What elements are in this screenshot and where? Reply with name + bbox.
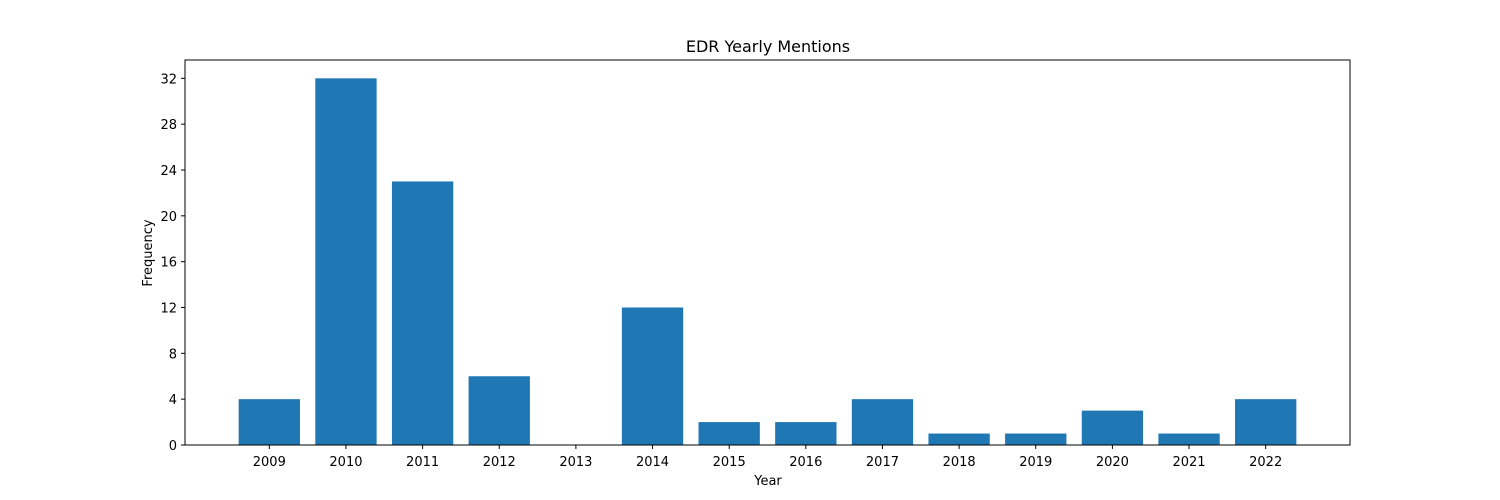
y-tick-label-8: 8 (169, 347, 177, 362)
x-tick-label-2022: 2022 (1249, 455, 1282, 470)
bar-2020 (1081, 410, 1144, 445)
y-axis: 0 4 8 12 16 20 24 28 32 (160, 72, 185, 454)
bar-2012 (468, 376, 530, 445)
bar-2018 (928, 433, 990, 445)
x-tick-label-2017: 2017 (866, 455, 899, 470)
y-tick-label-32: 32 (160, 72, 177, 87)
x-tick-label-2021: 2021 (1172, 455, 1205, 470)
x-tick-label-2012: 2012 (483, 455, 516, 470)
x-tick-label-2019: 2019 (1019, 455, 1052, 470)
bars-group (238, 78, 1297, 446)
chart-title: EDR Yearly Mentions (686, 37, 850, 56)
x-tick-label-2011: 2011 (406, 455, 439, 470)
bar-2019 (1005, 433, 1067, 445)
x-tick-label-2020: 2020 (1096, 455, 1129, 470)
x-tick-label-2013: 2013 (559, 455, 592, 470)
bar-2011 (391, 181, 454, 446)
y-tick-label-16: 16 (160, 256, 177, 271)
bar-2014 (621, 307, 684, 445)
x-tick-label-2016: 2016 (789, 455, 822, 470)
bar-2017 (851, 399, 914, 445)
bar-2022 (1235, 399, 1297, 445)
bar-2009 (238, 399, 300, 445)
x-axis-label: Year (753, 474, 782, 489)
bar-2010 (315, 78, 377, 445)
x-tick-label-2014: 2014 (636, 455, 669, 470)
y-axis-label: Frequency (141, 219, 156, 286)
bar-2016 (775, 422, 837, 445)
y-tick-label-12: 12 (160, 302, 177, 317)
x-tick-label-2009: 2009 (253, 455, 286, 470)
y-tick-label-20: 20 (160, 210, 177, 225)
x-tick-label-2015: 2015 (713, 455, 746, 470)
x-tick-label-2010: 2010 (329, 455, 362, 470)
y-tick-label-24: 24 (160, 164, 177, 179)
bar-2015 (698, 422, 760, 445)
plot-frame (184, 59, 1351, 446)
y-tick-label-28: 28 (160, 118, 177, 133)
x-axis: 2009 2010 2011 2012 2013 2014 2015 2016 2017 2018… (253, 445, 1282, 470)
x-tick-label-2018: 2018 (943, 455, 976, 470)
y-tick-label-0: 0 (169, 439, 177, 454)
bar-2021 (1158, 433, 1220, 445)
y-tick-label-4: 4 (169, 393, 177, 408)
